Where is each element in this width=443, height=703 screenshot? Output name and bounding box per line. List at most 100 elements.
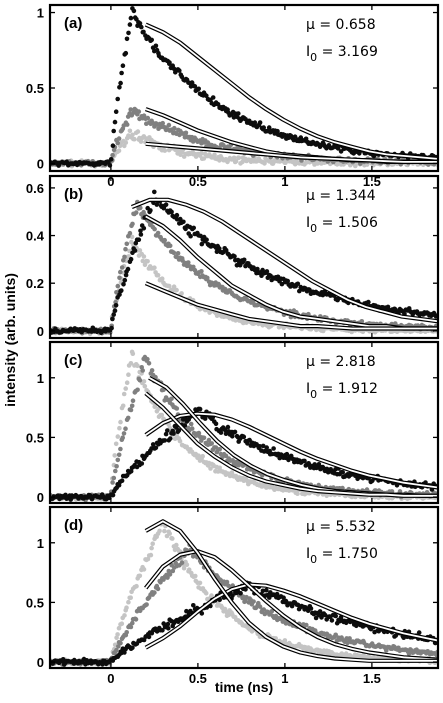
fit-curve-black [145, 23, 438, 160]
data-point [137, 378, 143, 383]
data-point [111, 312, 116, 317]
data-point [145, 259, 150, 264]
data-point [124, 36, 130, 42]
data-point [186, 260, 191, 265]
data-point [117, 275, 122, 281]
data-point [124, 241, 130, 247]
data-point [171, 431, 176, 436]
fit-curve-light-gray [145, 282, 438, 330]
series-black [50, 406, 438, 502]
data-point [199, 269, 204, 274]
data-point [123, 140, 129, 145]
data-point [122, 254, 127, 260]
data-point [295, 491, 300, 497]
data-point [206, 437, 212, 443]
data-point [179, 291, 184, 296]
data-point [120, 63, 126, 68]
data-point [217, 447, 222, 452]
data-point [285, 278, 291, 284]
data-point [275, 128, 280, 134]
data-point [111, 128, 116, 134]
data-point [163, 202, 169, 207]
data-point [304, 622, 309, 628]
data-point [113, 468, 118, 474]
y-axis-label: intensity (arb. units) [2, 273, 18, 407]
data-point [138, 139, 144, 144]
y-tick-label: 0.5 [26, 430, 44, 445]
data-point [222, 427, 228, 433]
data-point [124, 630, 129, 635]
data-point [201, 435, 207, 441]
data-point [269, 609, 275, 614]
data-point [159, 276, 165, 282]
x-tick-label: 1.5 [363, 671, 381, 686]
data-point [401, 635, 407, 640]
data-point [127, 230, 133, 236]
data-point [118, 419, 123, 425]
data-point [230, 593, 235, 599]
data-point [148, 552, 154, 558]
data-point [128, 595, 133, 600]
data-point [127, 22, 133, 27]
data-point [137, 248, 143, 253]
data-point [131, 8, 137, 14]
data-point [191, 603, 196, 608]
data-point [128, 407, 134, 413]
data-point [113, 303, 119, 308]
data-point [177, 438, 183, 444]
data-point [208, 466, 213, 471]
data-point [119, 288, 124, 293]
data-point [136, 109, 142, 114]
data-point [118, 80, 123, 86]
data-point [170, 536, 175, 541]
y-tick-label: 0.5 [26, 81, 44, 96]
data-point [115, 140, 120, 146]
data-point [110, 316, 115, 322]
data-point [213, 421, 219, 427]
x-tick-label: 1 [281, 174, 288, 189]
data-point [141, 226, 147, 231]
data-point [308, 606, 314, 611]
data-point [163, 431, 169, 437]
data-point [118, 640, 123, 646]
data-point [167, 60, 172, 65]
y-tick-label: 0 [37, 156, 44, 171]
data-point [137, 573, 143, 579]
x-axis-label: time (ns) [215, 679, 273, 695]
data-point [123, 50, 129, 56]
data-point [366, 299, 371, 305]
data-point [129, 234, 135, 240]
panel-label: (a) [64, 15, 82, 32]
series-black [50, 189, 438, 336]
data-point [130, 351, 136, 357]
mu-annotation: μ = 1.344 [306, 188, 376, 204]
data-point [238, 590, 243, 596]
data-point [133, 617, 139, 622]
data-point [281, 595, 286, 600]
data-point [333, 613, 339, 619]
data-point [149, 37, 154, 43]
data-point [142, 383, 148, 389]
data-point [132, 136, 137, 142]
data-point [130, 132, 135, 138]
data-point [145, 556, 151, 562]
data-point [406, 651, 412, 656]
data-point [116, 148, 122, 153]
data-point [241, 434, 247, 440]
x-tick-label: 0 [107, 671, 114, 686]
data-point [145, 356, 150, 362]
data-point [129, 403, 135, 409]
data-point [123, 426, 128, 432]
data-point [178, 216, 183, 222]
data-point [203, 591, 209, 596]
data-point [152, 265, 157, 271]
data-point [125, 415, 131, 421]
data-point [302, 458, 307, 464]
data-point [230, 434, 235, 439]
data-point [166, 283, 172, 289]
data-point [141, 254, 147, 259]
data-point [200, 453, 205, 459]
data-point [152, 590, 157, 595]
data-point [209, 441, 214, 446]
data-point [139, 24, 144, 30]
